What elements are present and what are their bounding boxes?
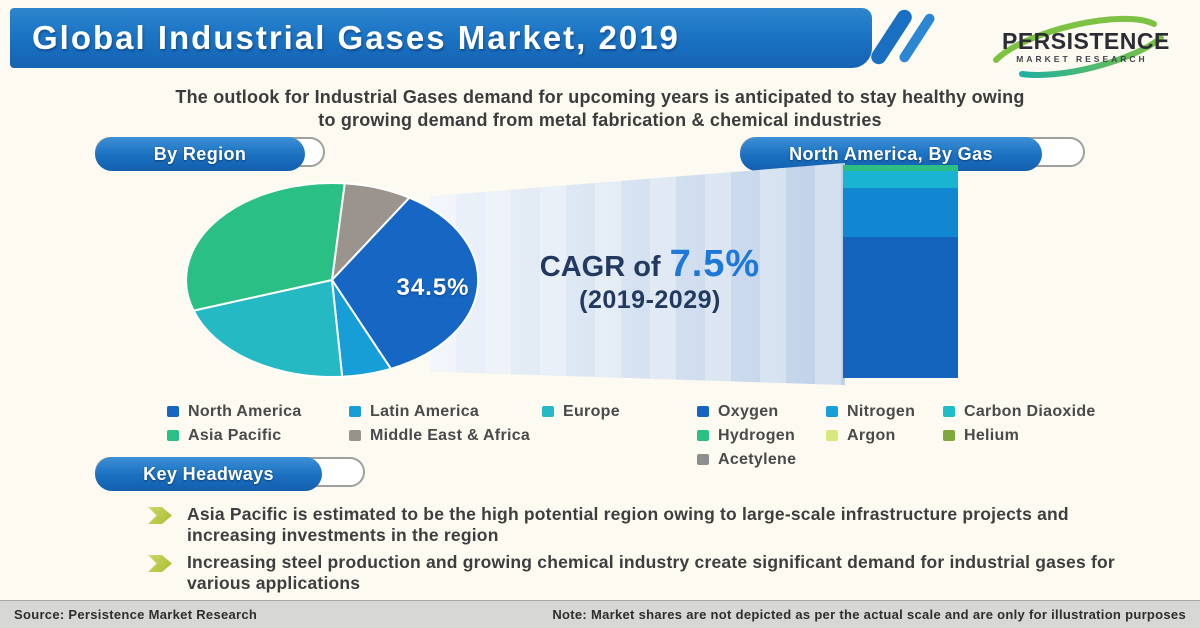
ribbon-key-headways: Key Headways: [95, 457, 365, 491]
key-headway-item: Increasing steel production and growing …: [148, 552, 1148, 594]
legend-item-north-america: North America: [167, 402, 349, 421]
legend-item-hydrogen: Hydrogen: [697, 426, 826, 445]
legend-swatch-icon: [826, 430, 838, 441]
key-headway-text: Increasing steel production and growing …: [187, 552, 1115, 593]
legend-swatch-icon: [697, 406, 709, 417]
legend-label: Oxygen: [718, 402, 779, 420]
legend-item-carbon-diaoxide: Carbon Diaoxide: [943, 402, 1096, 421]
footer-source: Source: Persistence Market Research: [14, 607, 258, 622]
logo-wordmark: PERSISTENCE: [1002, 28, 1170, 54]
legend-label: Carbon Diaoxide: [964, 402, 1096, 420]
page-title: Global Industrial Gases Market, 2019: [32, 19, 680, 56]
legend-swatch-icon: [349, 406, 361, 417]
legend-swatch-icon: [826, 406, 838, 417]
legend-swatch-icon: [542, 406, 554, 417]
legend-gases: Oxygen Nitrogen Carbon Diaoxide Hydrogen Arg…: [697, 402, 1096, 469]
subtitle-line1: The outlook for Industrial Gases demand …: [175, 87, 1025, 107]
legend-swatch-icon: [697, 430, 709, 441]
ribbon-by-region-label: By Region: [95, 137, 305, 171]
ribbon-north-america-by-gas: North America, By Gas: [740, 137, 1085, 171]
ribbon-key-headways-label: Key Headways: [95, 457, 322, 491]
legend-item-nitrogen: Nitrogen: [826, 402, 943, 421]
legend-swatch-icon: [167, 430, 179, 441]
cagr-value: 7.5%: [669, 243, 761, 285]
subtitle-line2: to growing demand from metal fabrication…: [318, 110, 882, 130]
legend-swatch-icon: [943, 406, 955, 417]
bar-segment-hydrogen: [843, 165, 958, 172]
pie-slice-north-america: [331, 196, 480, 370]
ribbon-by-region: By Region: [95, 137, 325, 171]
pie-slice-europe: [192, 279, 344, 379]
subtitle: The outlook for Industrial Gases demand …: [0, 86, 1200, 132]
logo-tagline: MARKET RESEARCH: [1016, 54, 1148, 64]
cagr-period: (2019-2029): [579, 286, 721, 314]
bar-segment-nitrogen: [843, 188, 958, 238]
legend-item-asia-pacific: Asia Pacific: [167, 426, 349, 445]
legend-swatch-icon: [349, 430, 361, 441]
legend-item-europe: Europe: [542, 402, 620, 421]
bar-segment-carbon-diaoxide: [843, 171, 958, 189]
legend-swatch-icon: [167, 406, 179, 417]
legend-item-helium: Helium: [943, 426, 1096, 445]
cagr-callout: CAGR of 7.5% (2019-2029): [495, 243, 805, 315]
logo-swoosh-icon: [993, 15, 1164, 78]
legend-swatch-icon: [697, 454, 709, 465]
legend-label: North America: [188, 402, 302, 420]
bar-segment-oxygen: [843, 237, 958, 378]
footer-note: Note: Market shares are not depicted as …: [552, 607, 1186, 622]
legend-swatch-icon: [943, 430, 955, 441]
footer-bar: Source: Persistence Market Research Note…: [0, 600, 1200, 628]
legend-label: Acetylene: [718, 450, 797, 468]
legend-label: Hydrogen: [718, 426, 796, 444]
region-pie-chart: [185, 182, 480, 379]
chevron-arrow-icon: [148, 555, 172, 572]
legend-regions: North America Latin America Europe Asia Pac…: [167, 402, 620, 445]
legend-label: Europe: [563, 402, 620, 420]
legend-item-acetylene: Acetylene: [697, 450, 826, 469]
pie-slice-asia-pacific: [185, 182, 346, 312]
pie-to-bar-beam: [430, 163, 845, 385]
gas-stacked-bar-chart: [843, 165, 958, 378]
chevron-arrow-icon: [148, 507, 172, 524]
legend-item-latin-america: Latin America: [349, 402, 542, 421]
legend-label: Helium: [964, 426, 1020, 444]
header-bar: Global Industrial Gases Market, 2019: [10, 8, 872, 68]
cagr-prefix: CAGR of: [539, 251, 661, 283]
legend-label: Argon: [847, 426, 896, 444]
persistence-market-research-logo: PERSISTENCE MARKET RESEARCH: [988, 10, 1170, 84]
legend-label: Latin America: [370, 402, 480, 420]
pie-data-label-north-america: 34.5%: [396, 274, 470, 301]
legend-label: Asia Pacific: [188, 426, 282, 444]
legend-item-oxygen: Oxygen: [697, 402, 826, 421]
legend-label: Middle East & Africa: [370, 426, 531, 444]
key-headway-text: Asia Pacific is estimated to be the high…: [187, 504, 1069, 545]
legend-item-argon: Argon: [826, 426, 943, 445]
legend-item-middle-east-africa: Middle East & Africa: [349, 426, 542, 445]
legend-label: Nitrogen: [847, 402, 916, 420]
key-headway-item: Asia Pacific is estimated to be the high…: [148, 504, 1148, 546]
